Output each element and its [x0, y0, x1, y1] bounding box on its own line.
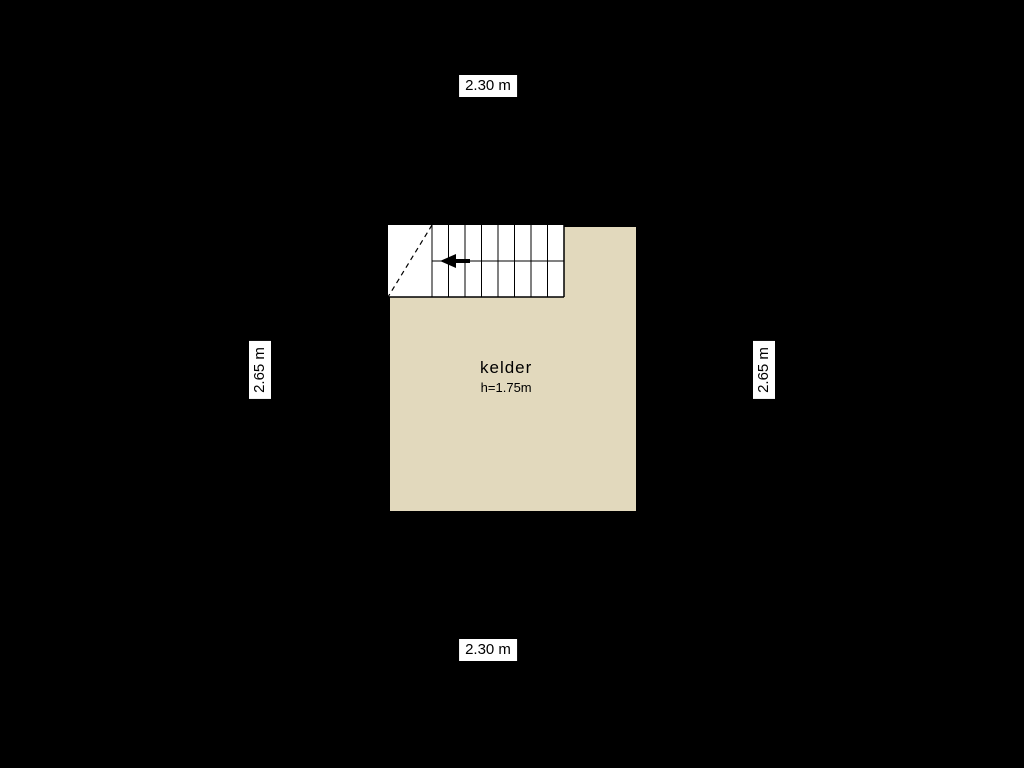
room-height-label: h=1.75m: [480, 380, 532, 395]
dimension-bottom: 2.30 m: [459, 639, 517, 661]
dimension-right: 2.65 m: [753, 341, 775, 399]
dimension-left: 2.65 m: [249, 341, 271, 399]
room-name: kelder: [480, 358, 532, 378]
dimension-top: 2.30 m: [459, 75, 517, 97]
stairs-area: [388, 225, 564, 297]
room-label: kelder h=1.75m: [480, 358, 532, 395]
